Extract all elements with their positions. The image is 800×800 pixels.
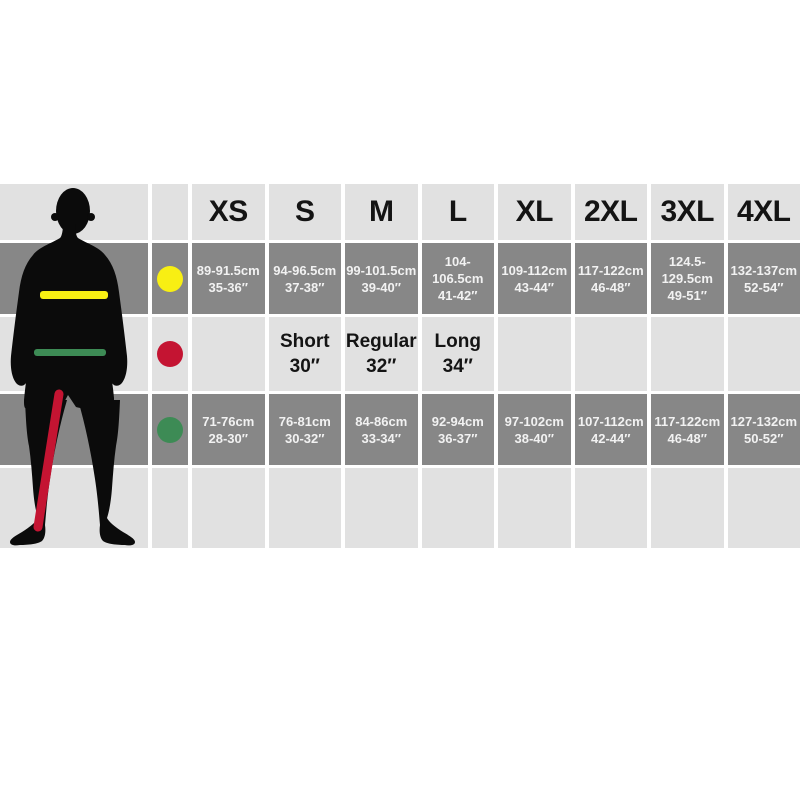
marker-cell-inside-leg xyxy=(152,317,188,391)
marker-cell-chest xyxy=(152,243,188,314)
size-header-l: L xyxy=(421,184,494,240)
cell-empty-xs xyxy=(192,468,265,548)
cell-empty-3xl xyxy=(651,468,724,548)
figure-ear-left xyxy=(51,213,59,221)
measurement-inches: 43-44″ xyxy=(514,279,554,295)
measurement-inches: 28-30″ xyxy=(208,430,248,446)
measurement-cm: 104-106.5cm xyxy=(432,254,484,286)
marker-column-header xyxy=(152,184,188,240)
cell-inside-leg-3xl xyxy=(651,317,724,391)
measurement-inches: 35-36″ xyxy=(208,279,248,295)
cell-inside-leg-l: Long 34″ xyxy=(421,317,494,391)
cell-empty-2xl xyxy=(574,468,647,548)
measurement-cm: Regular xyxy=(345,331,417,352)
cell-chest-3xl: 124.5-129.5cm 49-51″ xyxy=(651,243,724,314)
chest-marker-dot xyxy=(157,265,183,292)
cell-waist-3xl: 117-122cm 46-48″ xyxy=(651,394,724,465)
measurement-cm: Short xyxy=(279,331,330,352)
measurement-inches: 36-37″ xyxy=(438,430,478,446)
size-header-xs: XS xyxy=(192,184,265,240)
cell-chest-m: 99-101.5cm 39-40″ xyxy=(345,243,418,314)
cell-chest-xl: 109-112cm 43-44″ xyxy=(498,243,571,314)
measurement-cm: 71-76cm xyxy=(202,413,255,429)
measurement-cm: 132-137cm xyxy=(730,262,798,278)
measurement-cm: 97-102cm xyxy=(504,413,564,429)
measurement-cm: 117-122cm xyxy=(577,262,644,278)
measurement-inches: 49-51″ xyxy=(667,288,707,303)
measurement-inches: 46-48″ xyxy=(591,279,631,295)
figure-right-leg xyxy=(78,400,135,546)
measurement-cm: 94-96.5cm xyxy=(273,262,337,278)
marker-cell-waist xyxy=(152,394,188,465)
waist-marker-dot xyxy=(157,416,183,443)
cell-waist-l: 92-94cm 36-37″ xyxy=(421,394,494,465)
cell-empty-m xyxy=(345,468,418,548)
cell-empty-4xl xyxy=(727,468,800,548)
cell-waist-xs: 71-76cm 28-30″ xyxy=(192,394,265,465)
measurement-cm: 107-112cm xyxy=(577,413,644,429)
measurement-inches: 32″ xyxy=(366,356,397,377)
measurement-cm: 84-86cm xyxy=(355,413,408,429)
measurement-inches: 39-40″ xyxy=(361,279,401,295)
measurement-cm: 127-132cm xyxy=(730,413,798,429)
cell-inside-leg-s: Short 30″ xyxy=(268,317,341,391)
figure-torso xyxy=(10,224,128,411)
cell-waist-xl: 97-102cm 38-40″ xyxy=(498,394,571,465)
measurement-inches: 52-54″ xyxy=(744,279,784,295)
cell-empty-xl xyxy=(498,468,571,548)
measurement-cm: Long xyxy=(434,331,481,352)
cell-waist-s: 76-81cm 30-32″ xyxy=(268,394,341,465)
cell-inside-leg-xl xyxy=(498,317,571,391)
cell-empty-s xyxy=(268,468,341,548)
measurement-inches: 38-40″ xyxy=(514,430,554,446)
cell-chest-s: 94-96.5cm 37-38″ xyxy=(268,243,341,314)
cell-chest-2xl: 117-122cm 46-48″ xyxy=(574,243,647,314)
measurement-inches: 30″ xyxy=(289,356,320,377)
measurement-cm: 99-101.5cm xyxy=(346,262,417,278)
measurement-inches: 41-42″ xyxy=(438,288,478,303)
cell-chest-l: 104-106.5cm 41-42″ xyxy=(421,243,494,314)
size-header-m: M xyxy=(345,184,418,240)
marker-cell-empty xyxy=(152,468,188,548)
measurement-cm: 124.5-129.5cm xyxy=(661,254,713,286)
measurement-cm: 109-112cm xyxy=(501,262,568,278)
measurement-inches: 46-48″ xyxy=(667,430,707,446)
cell-inside-leg-m: Regular 32″ xyxy=(345,317,418,391)
cell-chest-xs: 89-91.5cm 35-36″ xyxy=(192,243,265,314)
cell-inside-leg-2xl xyxy=(574,317,647,391)
cell-empty-l xyxy=(421,468,494,548)
cell-waist-2xl: 107-112cm 42-44″ xyxy=(574,394,647,465)
figure-ear-right xyxy=(87,213,95,221)
size-header-3xl: 3XL xyxy=(651,184,724,240)
cell-inside-leg-4xl xyxy=(727,317,800,391)
measurement-inches: 42-44″ xyxy=(591,430,631,446)
cell-waist-4xl: 127-132cm 50-52″ xyxy=(727,394,800,465)
measurement-inches: 30-32″ xyxy=(285,430,325,446)
cell-inside-leg-xs xyxy=(192,317,265,391)
body-silhouette-figure xyxy=(10,188,135,546)
measurement-cm: 92-94cm xyxy=(431,413,484,429)
measurement-cm: 89-91.5cm xyxy=(196,262,260,278)
size-chart: XS S M L XL 2XL 3XL 4XL 89-91.5cm 35-36″ 94-96.5cm… xyxy=(0,184,800,548)
chest-measure-line xyxy=(40,291,108,299)
figure-head xyxy=(56,188,90,234)
inside-leg-measure-line xyxy=(33,389,64,532)
measurement-inches: 34″ xyxy=(442,356,473,377)
measurement-cm: 76-81cm xyxy=(278,413,331,429)
inside-leg-marker-dot xyxy=(157,341,183,367)
size-header-s: S xyxy=(268,184,341,240)
size-header-4xl: 4XL xyxy=(727,184,800,240)
measurement-inches: 37-38″ xyxy=(285,279,325,295)
cell-chest-4xl: 132-137cm 52-54″ xyxy=(727,243,800,314)
waist-measure-line xyxy=(34,349,106,356)
cell-waist-m: 84-86cm 33-34″ xyxy=(345,394,418,465)
size-header-xl: XL xyxy=(498,184,571,240)
measurement-inches: 50-52″ xyxy=(744,430,784,446)
measurement-cm: 117-122cm xyxy=(654,413,721,429)
size-header-2xl: 2XL xyxy=(574,184,647,240)
measurement-inches: 33-34″ xyxy=(361,430,401,446)
